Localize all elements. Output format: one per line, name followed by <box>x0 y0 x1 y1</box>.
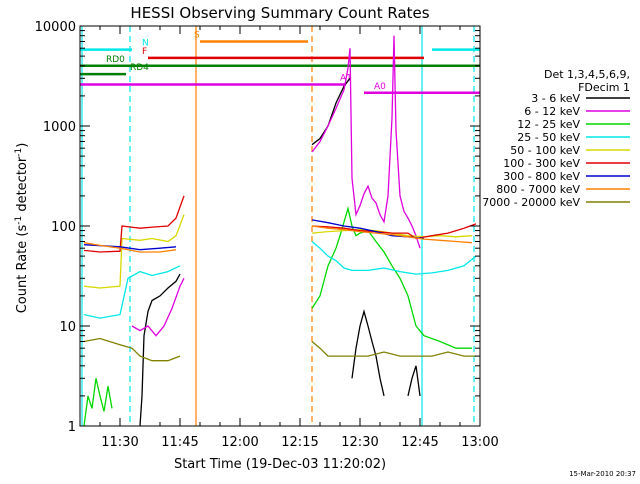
y-tick-label-0: 1 <box>68 420 76 435</box>
series-line-5-segment-1 <box>311 223 477 240</box>
flag-label-s: S <box>194 30 200 40</box>
series-line-3-segment-1 <box>311 241 477 275</box>
series-line-2-segment-0 <box>83 378 113 427</box>
y-axis-label: Count Rate (s-1 detector-1) <box>14 143 30 314</box>
series-line-8-segment-1 <box>311 341 476 357</box>
series-line-7-segment-0 <box>83 242 177 253</box>
x-tick-label-3: 12:15 <box>281 435 318 450</box>
legend-entry-label-5: 100 - 300 keV <box>503 157 580 170</box>
legend-entry-label-0: 3 - 6 keV <box>531 92 580 105</box>
legend-entry-label-6: 300 - 800 keV <box>503 170 580 183</box>
series-line-0-segment-0 <box>139 273 181 427</box>
series-line-4-segment-0 <box>83 214 185 289</box>
y-tick-label-3: 1000 <box>43 120 76 135</box>
series-line-8-segment-0 <box>83 337 181 362</box>
series-line-2-segment-1 <box>311 205 472 349</box>
legend-entry-label-7: 800 - 7000 keV <box>496 183 580 196</box>
flag-label-rd0: RD0 <box>106 55 125 65</box>
x-tick-label-4: 12:30 <box>341 435 378 450</box>
legend-entry-label-2: 12 - 25 keV <box>517 118 580 131</box>
legend-entry-label-3: 25 - 50 keV <box>517 131 580 144</box>
x-tick-label-2: 12:00 <box>221 435 258 450</box>
flag-label-f: F <box>142 47 147 57</box>
x-tick-label-6: 13:00 <box>461 435 498 450</box>
x-axis-label: Start Time (19-Dec-03 11:20:02) <box>174 457 386 472</box>
series-line-3-segment-0 <box>83 265 181 319</box>
legend-entry-label-4: 50 - 100 keV <box>510 144 580 157</box>
legend-entry-label-8: 7000 - 20000 keV <box>482 196 580 209</box>
series-line-1-segment-1 <box>311 35 421 249</box>
flag-label-n: N <box>142 39 149 49</box>
series-line-1-segment-0 <box>131 278 185 337</box>
series-line-7-segment-1 <box>311 225 473 244</box>
flag-label-rd4: RD4 <box>130 63 149 73</box>
y-tick-label-4: 10000 <box>35 20 76 35</box>
footer-timestamp: 15-Mar-2010 20:37 <box>569 470 636 478</box>
y-tick-label-1: 10 <box>59 320 76 335</box>
y-tick-label-2: 100 <box>51 220 76 235</box>
x-tick-label-1: 11:45 <box>161 435 198 450</box>
x-tick-label-0: 11:30 <box>101 435 138 450</box>
legend-entry-label-1: 6 - 12 keV <box>524 105 580 118</box>
legend-header-line2: FDecim 1 <box>578 81 630 94</box>
legend-header-line1: Det 1,3,4,5,6,9, <box>544 68 630 81</box>
series-line-0-segment-2 <box>351 308 385 397</box>
x-tick-label-5: 12:45 <box>401 435 438 450</box>
flag-label-a0: A0 <box>374 82 386 92</box>
series-line-5-segment-0 <box>83 195 185 253</box>
series-line-0-segment-3 <box>407 365 421 397</box>
chart-title: HESSI Observing Summary Count Rates <box>130 4 429 22</box>
